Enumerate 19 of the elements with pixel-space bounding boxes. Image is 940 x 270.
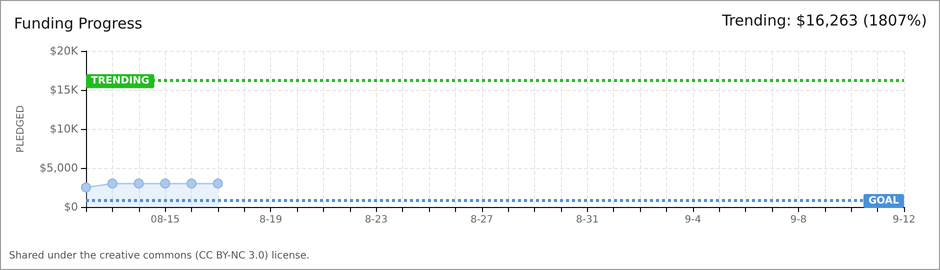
ref-line-label: TRENDING: [91, 76, 150, 87]
x-tick-label: 8-19: [259, 214, 282, 226]
text: Trending: $16,263 (1807%): [721, 12, 927, 30]
y-tick-label: $5,000: [40, 162, 78, 174]
y-tick-label: $10K: [50, 122, 79, 136]
chart-title: Funding Progress: [14, 14, 143, 32]
x-tick-label: 9-4: [684, 214, 702, 226]
x-tick-label: 8-23: [364, 214, 388, 226]
y-tick-label: $20K: [50, 44, 79, 58]
y-tick-label: $15K: [50, 84, 79, 96]
x-tick-label: 9-8: [790, 214, 807, 226]
y-tick-label: $0: [64, 200, 78, 214]
x-tick-label: 9-12: [892, 214, 916, 226]
x-tick-label: 8-27: [470, 214, 494, 226]
text: Shared under the creative commons (CC BY-NC 3.0) license.: [9, 250, 310, 262]
x-tick-label: 08-15: [150, 214, 180, 226]
x-tick-label: 8-31: [576, 214, 599, 226]
ref-line-label: GOAL: [868, 195, 900, 206]
y-axis-title: PLEDGED: [16, 105, 26, 153]
